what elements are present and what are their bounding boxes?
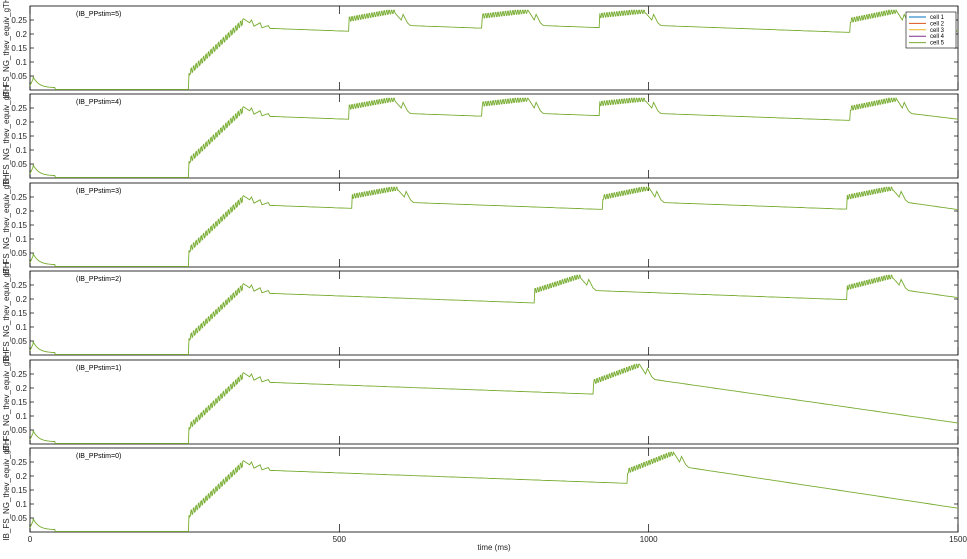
y-tick-label: 0.1 bbox=[16, 58, 28, 67]
y-tick-label: 0.05 bbox=[11, 426, 27, 435]
panel-2: 0.05 0.1 0.15 0.2 0.25 (IB_PPstim=4) IB_FS_NG_… bbox=[2, 85, 959, 187]
series-line-cell-5 bbox=[29, 97, 959, 178]
panel-title: (IB_PPstim=3) bbox=[76, 188, 121, 195]
legend-entry: cell 4 bbox=[930, 34, 945, 40]
y-axis-label: IB_FS_NG_thev_equiv_gTH bbox=[2, 85, 11, 187]
panel-title: (IB_PPstim=0) bbox=[76, 453, 121, 460]
y-tick-label: 0.1 bbox=[16, 412, 28, 421]
panel-title: (IB_PPstim=4) bbox=[76, 99, 121, 106]
legend-entry: cell 2 bbox=[930, 21, 945, 27]
y-tick-label: 0.2 bbox=[16, 384, 28, 393]
y-tick-label: 0.05 bbox=[11, 160, 27, 169]
y-tick-label: 0.25 bbox=[11, 193, 27, 202]
legend-entry: cell 1 bbox=[930, 15, 945, 21]
panel-title: (IB_PPstim=2) bbox=[76, 276, 121, 283]
plot-frame bbox=[29, 5, 959, 91]
panel-6: 0.05 0.1 0.15 0.2 0.25 (IB_PPstim=0) IB_FS_NG_… bbox=[2, 439, 967, 544]
y-tick-label: 0.2 bbox=[16, 118, 28, 127]
series-line-cell-5 bbox=[29, 186, 959, 267]
plot-frame bbox=[29, 447, 959, 533]
y-axis-label: IB_FS_NG_thev_equiv_gTH bbox=[2, 174, 11, 276]
y-tick-label: 0.1 bbox=[16, 235, 28, 244]
plot-frame bbox=[29, 270, 959, 356]
x-axis-label: time (ms) bbox=[477, 543, 511, 552]
panel-3: 0.05 0.1 0.15 0.2 0.25 (IB_PPstim=3) IB_FS_NG_… bbox=[2, 174, 959, 276]
y-tick-label: 0.05 bbox=[11, 514, 27, 523]
plot-frame bbox=[29, 182, 959, 268]
series-line-cell-5 bbox=[29, 363, 959, 444]
y-tick-label: 0.05 bbox=[11, 249, 27, 258]
y-tick-label: 0.15 bbox=[11, 221, 27, 230]
y-tick-label: 0.1 bbox=[16, 323, 28, 332]
x-tick-label: 1000 bbox=[640, 535, 658, 544]
y-tick-label: 0.2 bbox=[16, 295, 28, 304]
plot-frame bbox=[29, 359, 959, 445]
y-tick-label: 0.15 bbox=[11, 132, 27, 141]
y-axis-label: IB_FS_NG_thev_equiv_gTH bbox=[2, 351, 11, 453]
y-tick-label: 0.05 bbox=[11, 72, 27, 81]
y-tick-label: 0.25 bbox=[11, 370, 27, 379]
legend-entry: cell 3 bbox=[930, 28, 945, 34]
y-axis-label: IB_FS_NG_thev_equiv_gTH bbox=[2, 262, 11, 364]
panel-title: (IB_PPstim=1) bbox=[76, 365, 121, 372]
y-tick-label: 0.15 bbox=[11, 398, 27, 407]
y-tick-label: 0.15 bbox=[11, 486, 27, 495]
y-tick-label: 0.1 bbox=[16, 500, 28, 509]
plot-frame bbox=[29, 93, 959, 179]
y-tick-label: 0.25 bbox=[11, 458, 27, 467]
panel-title: (IB_PPstim=5) bbox=[76, 11, 121, 18]
y-tick-label: 0.25 bbox=[11, 104, 27, 113]
y-tick-label: 0.2 bbox=[16, 30, 28, 39]
series-line-cell-5 bbox=[29, 9, 959, 90]
y-tick-label: 0.2 bbox=[16, 207, 28, 216]
panel-4: 0.05 0.1 0.15 0.2 0.25 (IB_PPstim=2) IB_FS_NG_… bbox=[2, 262, 959, 364]
panels: 0.05 0.1 0.15 0.2 0.25 (IB_PPstim=5) IB_FS_NG_… bbox=[2, 0, 967, 544]
y-tick-label: 0.25 bbox=[11, 16, 27, 25]
series-line-cell-5 bbox=[29, 451, 959, 532]
y-axis-label: IB_FS_NG_thev_equiv_gTH bbox=[2, 439, 11, 541]
y-tick-label: 0.15 bbox=[11, 44, 27, 53]
y-tick-label: 0.05 bbox=[11, 337, 27, 346]
y-tick-label: 0.1 bbox=[16, 146, 28, 155]
y-axis-label: IB_FS_NG_thev_equiv_gTH bbox=[2, 0, 11, 99]
panel-5: 0.05 0.1 0.15 0.2 0.25 (IB_PPstim=1) IB_FS_NG_… bbox=[2, 351, 959, 453]
legend-entry: cell 5 bbox=[930, 41, 945, 47]
series-line-cell-5 bbox=[29, 274, 959, 355]
x-tick-label: 0 bbox=[28, 535, 33, 544]
y-tick-label: 0.15 bbox=[11, 309, 27, 318]
x-tick-label: 500 bbox=[333, 535, 347, 544]
y-tick-label: 0.2 bbox=[16, 472, 28, 481]
x-tick-label: 1500 bbox=[949, 535, 967, 544]
y-tick-label: 0.25 bbox=[11, 281, 27, 290]
panel-1: 0.05 0.1 0.15 0.2 0.25 (IB_PPstim=5) IB_FS_NG_… bbox=[2, 0, 959, 99]
